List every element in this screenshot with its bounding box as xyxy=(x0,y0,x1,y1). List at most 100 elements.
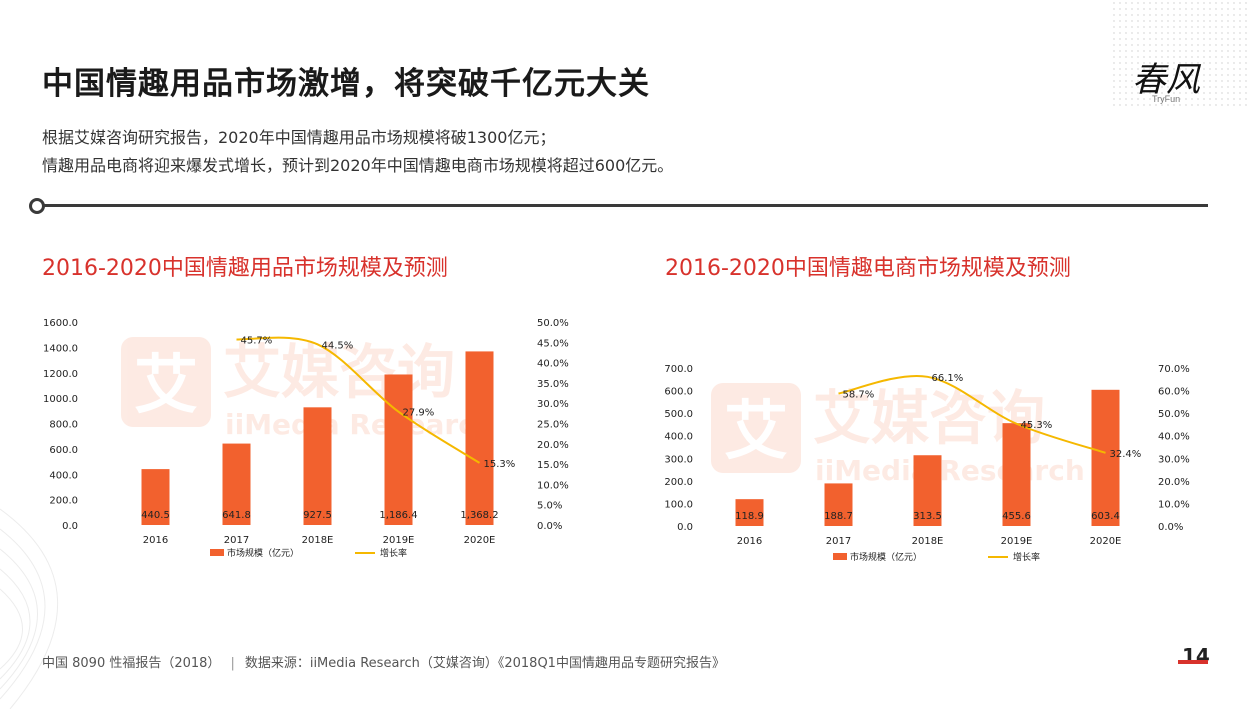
y-axis-tick-label: 1000.0 xyxy=(43,394,78,405)
bar xyxy=(913,455,942,526)
watermark-mark-bg xyxy=(121,337,211,427)
growth-rate-label: 66.1% xyxy=(932,373,964,384)
y2-axis-tick-label: 25.0% xyxy=(537,420,569,431)
y2-axis-tick-label: 10.0% xyxy=(537,480,569,491)
legend-line-label: 增长率 xyxy=(380,547,407,559)
x-axis-tick-label: 2016 xyxy=(737,536,762,547)
chart-ecommerce-size: 艾艾媒咨询iiMedia Research0.0100.0200.0300.04… xyxy=(664,364,1190,563)
y2-axis-tick-label: 35.0% xyxy=(537,379,569,390)
y2-axis-tick-label: 0.0% xyxy=(537,521,562,532)
legend-bar-swatch xyxy=(833,553,847,560)
watermark-mark: 艾 xyxy=(134,349,198,423)
y-axis-tick-label: 400.0 xyxy=(49,470,78,481)
y-axis-tick-label: 500.0 xyxy=(664,409,693,420)
legend-bar-label: 市场规模（亿元） xyxy=(850,551,922,563)
x-axis-tick-label: 2018E xyxy=(912,536,944,547)
bar-data-label: 1,186.4 xyxy=(379,510,417,521)
y2-axis-tick-label: 50.0% xyxy=(1158,409,1190,420)
x-axis-tick-label: 2016 xyxy=(143,535,168,546)
bar xyxy=(1002,423,1031,526)
bar-data-label: 455.6 xyxy=(1002,511,1031,522)
growth-rate-label: 32.4% xyxy=(1110,449,1142,460)
bar xyxy=(222,443,251,525)
y2-axis-tick-label: 20.0% xyxy=(537,440,569,451)
bar xyxy=(303,407,332,525)
growth-rate-label: 44.5% xyxy=(322,340,354,351)
y-axis-tick-label: 400.0 xyxy=(664,432,693,443)
y2-axis-tick-label: 40.0% xyxy=(1158,432,1190,443)
legend-bar-swatch xyxy=(210,549,224,556)
bar xyxy=(1091,389,1120,526)
y-axis-tick-label: 100.0 xyxy=(664,499,693,510)
chart-market-size: 艾艾媒咨询iiMedia Research 0.0 200.0 400.0 600.0 8… xyxy=(43,318,569,559)
growth-rate-label: 45.7% xyxy=(241,335,273,346)
bar xyxy=(384,374,413,525)
y-axis-tick-label: 1600.0 xyxy=(43,318,78,329)
x-axis-tick-label: 2017 xyxy=(826,536,851,547)
growth-rate-label: 45.3% xyxy=(1021,420,1053,431)
footer-source: 数据来源：iiMedia Research（艾媒咨询）《2018Q1中国情趣用品… xyxy=(244,656,725,671)
watermark-text-en: iiMedia Research xyxy=(225,408,495,441)
watermark-text-cn: 艾媒咨询 xyxy=(223,338,455,406)
y-axis-tick-label: 0.0 xyxy=(62,521,78,532)
watermark: 艾艾媒咨询iiMedia Research xyxy=(121,337,495,441)
y2-axis-tick-label: 10.0% xyxy=(1158,499,1190,510)
y2-axis-tick-label: 70.0% xyxy=(1158,364,1190,375)
y-axis-tick-label: 200.0 xyxy=(664,477,693,488)
y2-axis-tick-label: 20.0% xyxy=(1158,477,1190,488)
growth-rate-label: 27.9% xyxy=(403,408,435,419)
growth-rate-label: 58.7% xyxy=(843,390,875,401)
chart-title-market: 2016-2020中国情趣用品市场规模及预测 xyxy=(42,256,448,281)
bar-data-label: 641.8 xyxy=(222,510,251,521)
watermark-mark: 艾 xyxy=(724,395,788,469)
bar-data-label: 118.9 xyxy=(735,511,764,522)
y-axis-tick-label: 1200.0 xyxy=(43,369,78,380)
bar-data-label: 1,368.2 xyxy=(460,510,498,521)
y2-axis-tick-label: 30.0% xyxy=(1158,454,1190,465)
y2-axis-tick-label: 40.0% xyxy=(537,359,569,370)
y-axis-tick-label: 600.0 xyxy=(664,387,693,398)
bar-data-label: 927.5 xyxy=(303,510,332,521)
y-axis-tick-label: 800.0 xyxy=(49,420,78,431)
x-axis-tick-label: 2019E xyxy=(1001,536,1033,547)
bar xyxy=(141,469,170,525)
growth-rate-label: 15.3% xyxy=(484,459,516,470)
logo-text: 春风 xyxy=(1132,60,1200,100)
growth-rate-line xyxy=(838,374,1106,454)
divider-dot-icon xyxy=(29,198,45,214)
y-axis-tick-label: 0.0 xyxy=(677,522,693,533)
x-axis-tick-label: 2019E xyxy=(383,535,415,546)
bar xyxy=(465,351,494,525)
chart-title-ecommerce: 2016-2020中国情趣电商市场规模及预测 xyxy=(665,256,1071,281)
page-number-underline xyxy=(1178,660,1208,664)
legend-bar-label: 市场规模（亿元） xyxy=(227,547,299,559)
bar-data-label: 440.5 xyxy=(141,510,170,521)
page-number: 14 xyxy=(1182,644,1210,668)
y2-axis-tick-label: 5.0% xyxy=(537,501,562,512)
y-axis-tick-label: 200.0 xyxy=(49,496,78,507)
footer: 中国 8090 性福报告（2018） | 数据来源：iiMedia Research… xyxy=(42,652,725,671)
y2-axis-tick-label: 30.0% xyxy=(537,399,569,410)
description-line-2: 情趣用品电商将迎来爆发式增长，预计到2020年中国情趣电商市场规模将超过600亿… xyxy=(42,156,674,175)
page-title: 中国情趣用品市场激增，将突破千亿元大关 xyxy=(42,66,650,102)
y-axis-tick-label: 1400.0 xyxy=(43,343,78,354)
y2-axis-tick-label: 15.0% xyxy=(537,460,569,471)
y2-axis-tick-label: 50.0% xyxy=(537,318,569,329)
footer-report-name: 中国 8090 性福报告（2018） xyxy=(42,656,221,671)
x-axis-tick-label: 2018E xyxy=(302,535,334,546)
bar-data-label: 603.4 xyxy=(1091,511,1120,522)
y-axis-tick-label: 700.0 xyxy=(664,364,693,375)
watermark-mark-bg xyxy=(711,383,801,473)
decorative-dot-pattern xyxy=(1111,0,1251,110)
y-axis-tick-label: 600.0 xyxy=(49,445,78,456)
bar xyxy=(824,483,853,526)
y2-axis-tick-label: 45.0% xyxy=(537,338,569,349)
y2-axis-tick-label: 0.0% xyxy=(1158,522,1183,533)
logo-subtext: TryFun xyxy=(1152,94,1181,104)
bar-data-label: 313.5 xyxy=(913,511,942,522)
bar-data-label: 188.7 xyxy=(824,511,853,522)
section-divider xyxy=(40,204,1208,207)
growth-rate-line xyxy=(236,336,481,464)
footer-separator: | xyxy=(230,656,235,671)
x-axis-tick-label: 2017 xyxy=(224,535,249,546)
